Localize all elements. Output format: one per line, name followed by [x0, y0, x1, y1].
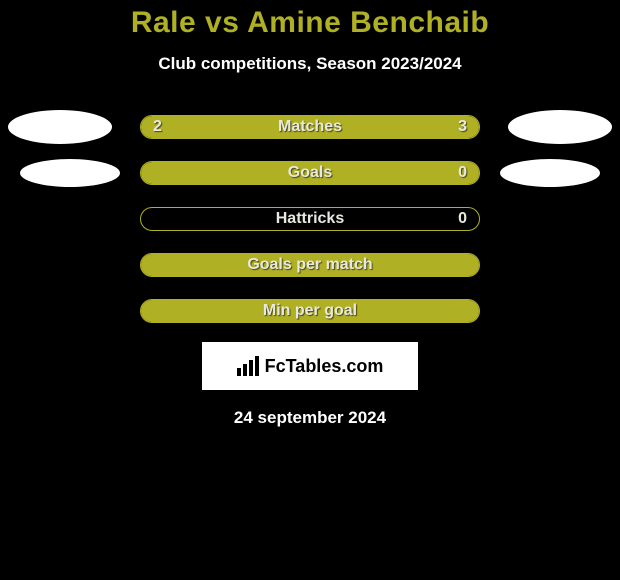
page-title: Rale vs Amine Benchaib	[0, 6, 620, 40]
date: 24 september 2024	[0, 408, 620, 428]
comparison-row: Goals per match	[0, 242, 620, 288]
comparison-row: 0Hattricks	[0, 196, 620, 242]
bar-label: Hattricks	[141, 208, 479, 230]
bar-track: 23Matches	[140, 115, 480, 139]
bar-chart-icon	[237, 356, 259, 376]
player-avatar-right	[500, 159, 600, 187]
player-avatar-left	[20, 159, 120, 187]
bar-track: Min per goal	[140, 299, 480, 323]
comparison-card: Rale vs Amine Benchaib Club competitions…	[0, 0, 620, 428]
logo-box[interactable]: FcTables.com	[202, 342, 418, 390]
logo: FcTables.com	[237, 356, 384, 377]
comparison-row: 0Goals	[0, 150, 620, 196]
bar-label: Min per goal	[141, 300, 479, 322]
player-avatar-left	[8, 110, 112, 144]
comparison-rows: 23Matches 0Goals 0Hattricks Goals per match…	[0, 104, 620, 334]
comparison-row: 23Matches	[0, 104, 620, 150]
bar-track: 0Goals	[140, 161, 480, 185]
comparison-row: Min per goal	[0, 288, 620, 334]
subtitle: Club competitions, Season 2023/2024	[0, 54, 620, 74]
bar-label: Goals per match	[141, 254, 479, 276]
bar-label: Goals	[141, 162, 479, 184]
bar-track: Goals per match	[140, 253, 480, 277]
logo-text: FcTables.com	[265, 356, 384, 377]
player-avatar-right	[508, 110, 612, 144]
bar-track: 0Hattricks	[140, 207, 480, 231]
bar-label: Matches	[141, 116, 479, 138]
